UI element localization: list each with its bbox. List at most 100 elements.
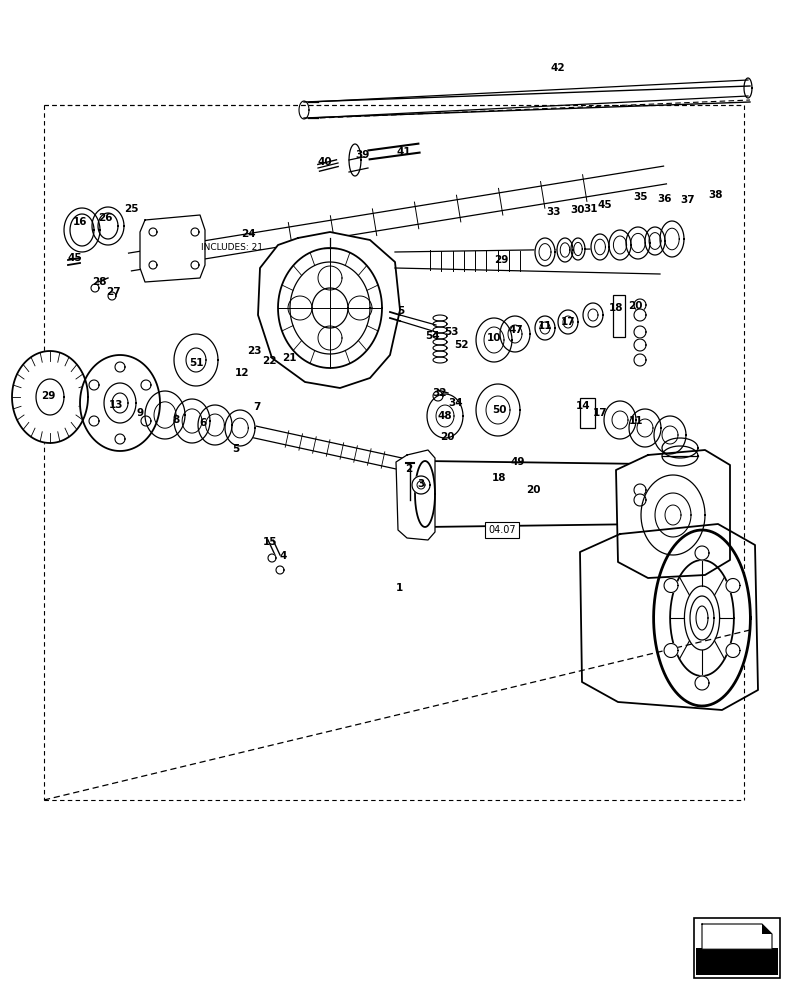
Polygon shape [268, 554, 276, 562]
Polygon shape [278, 248, 382, 368]
Polygon shape [141, 380, 151, 390]
Polygon shape [690, 596, 714, 640]
Text: 45: 45 [68, 253, 82, 263]
Polygon shape [583, 303, 603, 327]
Text: 17: 17 [561, 317, 575, 327]
Text: 22: 22 [262, 356, 276, 366]
Text: 34: 34 [448, 398, 463, 408]
Polygon shape [762, 924, 772, 934]
Text: 38: 38 [709, 190, 723, 200]
Text: 18: 18 [608, 303, 623, 313]
Text: 40: 40 [318, 157, 332, 167]
Polygon shape [634, 326, 646, 338]
Text: 28: 28 [92, 277, 106, 287]
Text: 31: 31 [583, 204, 598, 214]
Polygon shape [415, 461, 435, 527]
Polygon shape [64, 208, 100, 252]
Text: 49: 49 [511, 457, 525, 467]
Polygon shape [174, 399, 210, 443]
Text: 37: 37 [680, 195, 696, 205]
Text: 30: 30 [570, 205, 585, 215]
Text: 36: 36 [658, 194, 672, 204]
Text: 35: 35 [633, 192, 648, 202]
Text: 11: 11 [538, 321, 552, 331]
Polygon shape [145, 391, 185, 439]
Polygon shape [412, 476, 430, 494]
Text: 47: 47 [508, 325, 524, 335]
Text: 15: 15 [263, 537, 277, 547]
Text: 29: 29 [41, 391, 55, 401]
Polygon shape [609, 230, 631, 260]
Polygon shape [427, 394, 463, 438]
Text: 32: 32 [433, 388, 448, 398]
Text: 18: 18 [492, 473, 507, 483]
Text: 48: 48 [438, 411, 452, 421]
Text: 50: 50 [492, 405, 507, 415]
Polygon shape [654, 530, 751, 706]
Polygon shape [115, 434, 125, 444]
Text: 5: 5 [233, 444, 240, 454]
Text: 11: 11 [629, 416, 643, 426]
Polygon shape [500, 316, 530, 352]
Text: 7: 7 [254, 402, 261, 412]
Polygon shape [634, 484, 646, 496]
Text: 1: 1 [395, 583, 402, 593]
Text: 27: 27 [106, 287, 120, 297]
Polygon shape [645, 227, 665, 255]
Polygon shape [476, 318, 512, 362]
Polygon shape [396, 450, 435, 540]
Polygon shape [476, 384, 520, 436]
Polygon shape [695, 546, 709, 560]
Text: 16: 16 [73, 217, 87, 227]
Polygon shape [660, 221, 684, 257]
Polygon shape [89, 416, 99, 426]
Polygon shape [104, 383, 136, 423]
Polygon shape [662, 446, 698, 466]
Text: 39: 39 [355, 150, 369, 160]
Text: 25: 25 [124, 204, 138, 214]
Polygon shape [726, 644, 740, 657]
Polygon shape [174, 334, 218, 386]
Text: 41: 41 [397, 147, 411, 157]
Polygon shape [654, 416, 686, 454]
Polygon shape [141, 416, 151, 426]
Polygon shape [634, 494, 646, 506]
Polygon shape [12, 351, 88, 443]
Text: 20: 20 [440, 432, 454, 442]
Text: 54: 54 [425, 331, 440, 341]
Polygon shape [695, 676, 709, 690]
Text: 6: 6 [200, 418, 207, 428]
Text: 42: 42 [551, 63, 566, 73]
Bar [613, 295, 625, 337]
Polygon shape [664, 644, 678, 657]
Polygon shape [276, 566, 284, 574]
Polygon shape [80, 355, 160, 451]
Bar [694, 918, 780, 978]
Polygon shape [629, 409, 661, 447]
Text: 51: 51 [189, 358, 204, 368]
Polygon shape [225, 410, 255, 446]
Polygon shape [558, 310, 578, 334]
Text: 21: 21 [282, 353, 297, 363]
Polygon shape [634, 354, 646, 366]
Text: 13: 13 [109, 400, 124, 410]
Bar [580, 398, 595, 428]
Text: 20: 20 [628, 301, 642, 311]
Polygon shape [149, 228, 157, 236]
Polygon shape [115, 362, 125, 372]
Text: 3: 3 [418, 479, 425, 489]
Polygon shape [149, 261, 157, 269]
Polygon shape [557, 238, 573, 262]
Polygon shape [702, 924, 772, 949]
Text: 24: 24 [241, 229, 255, 239]
Polygon shape [641, 475, 705, 555]
Text: 2: 2 [406, 464, 413, 474]
Polygon shape [191, 261, 199, 269]
Text: 9: 9 [137, 408, 144, 418]
Polygon shape [634, 299, 646, 311]
Polygon shape [580, 524, 758, 710]
Text: 12: 12 [235, 368, 249, 378]
Polygon shape [140, 215, 205, 282]
Text: 45: 45 [598, 200, 612, 210]
Polygon shape [535, 316, 555, 340]
